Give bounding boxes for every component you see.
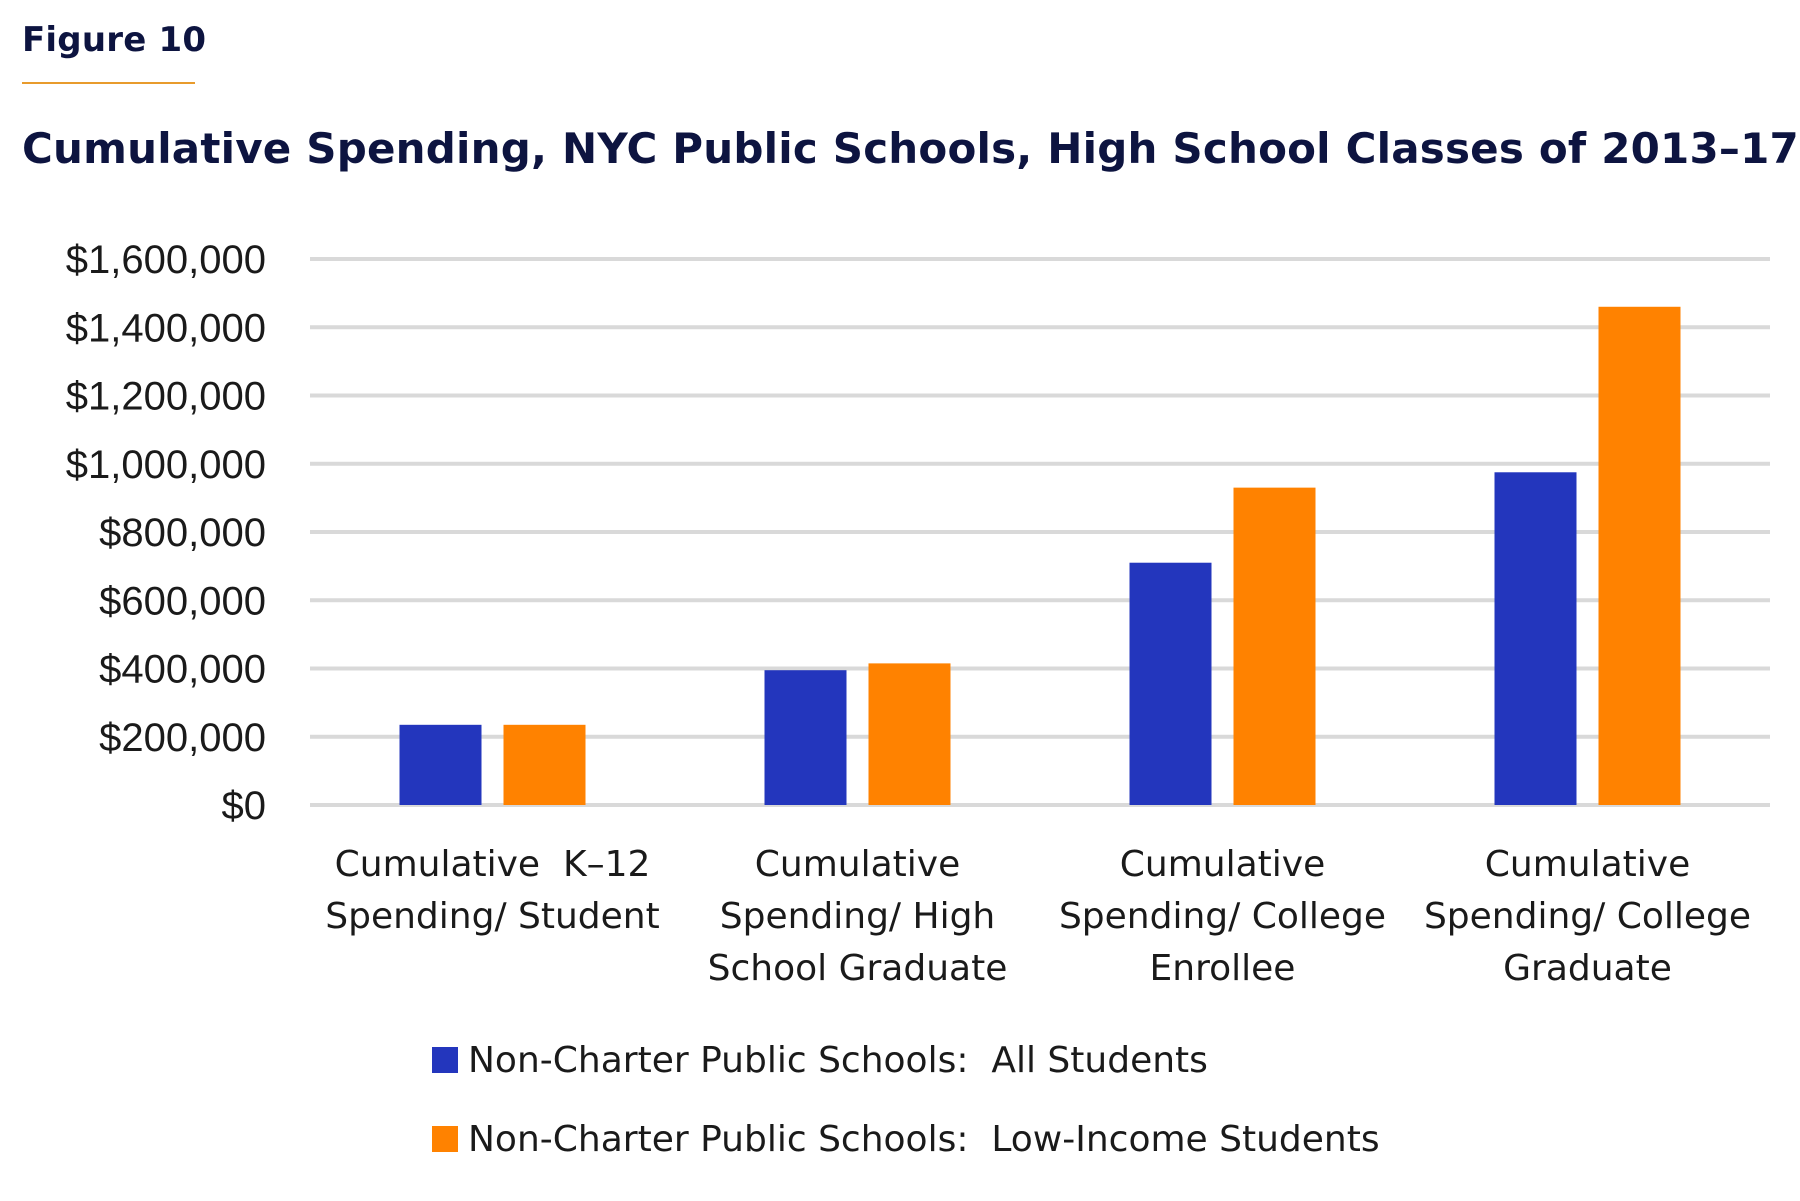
bar-all-students bbox=[399, 724, 482, 805]
x-category-label-line: Enrollee bbox=[1150, 948, 1296, 989]
legend-label-all-students: Non-Charter Public Schools: All Students bbox=[468, 1039, 1208, 1081]
y-tick-label: $1,600,000 bbox=[66, 238, 266, 282]
figure-label-underline bbox=[22, 82, 195, 84]
x-category-label-line: Cumulative bbox=[1120, 844, 1325, 885]
bar-all-students bbox=[1494, 472, 1577, 805]
legend: Non-Charter Public Schools: All Students… bbox=[432, 1030, 1380, 1188]
x-category-label-line: Graduate bbox=[1503, 948, 1672, 989]
bar-low-income bbox=[1233, 487, 1316, 805]
bar-low-income bbox=[868, 663, 951, 805]
y-tick-label: $200,000 bbox=[99, 716, 266, 760]
figure-label: Figure 10 bbox=[22, 20, 207, 60]
chart-title: Cumulative Spending, NYC Public Schools,… bbox=[22, 124, 1799, 173]
x-category-label-line: Spending/ College bbox=[1059, 896, 1386, 937]
legend-swatch-all-students bbox=[432, 1047, 458, 1073]
y-tick-label: $400,000 bbox=[99, 648, 266, 692]
bars bbox=[399, 306, 1681, 805]
y-tick-label: $1,200,000 bbox=[66, 375, 266, 419]
bar-all-students bbox=[1129, 562, 1212, 805]
y-tick-label: $600,000 bbox=[99, 579, 266, 623]
legend-item-low-income: Non-Charter Public Schools: Low-Income S… bbox=[432, 1109, 1380, 1169]
x-category-label: Cumulative Spending/ College Enrollee bbox=[1059, 844, 1386, 989]
y-tick-label: $1,400,000 bbox=[66, 306, 266, 350]
y-tick-label: $1,000,000 bbox=[66, 443, 266, 487]
x-category-label-line: School Graduate bbox=[708, 948, 1008, 989]
y-axis-tick-labels: $0 $200,000 $400,000 $600,000 $800,000 $1,000… bbox=[66, 238, 266, 828]
bar-low-income bbox=[1598, 306, 1681, 805]
legend-label-low-income: Non-Charter Public Schools: Low-Income S… bbox=[468, 1118, 1380, 1160]
x-category-label-line: Cumulative bbox=[755, 844, 960, 885]
x-category-label-line: Cumulative K–12 bbox=[335, 844, 651, 885]
y-tick-label: $800,000 bbox=[99, 511, 266, 555]
x-category-label-line: Spending/ Student bbox=[325, 896, 659, 937]
bar-low-income bbox=[503, 724, 586, 805]
bar-all-students bbox=[764, 670, 847, 805]
x-category-label: Cumulative Spending/ College Graduate bbox=[1424, 844, 1751, 989]
x-category-label-line: Cumulative bbox=[1485, 844, 1690, 885]
legend-swatch-low-income bbox=[432, 1126, 458, 1152]
x-category-label: Cumulative K–12 Spending/ Student bbox=[325, 844, 659, 937]
legend-item-all-students: Non-Charter Public Schools: All Students bbox=[432, 1030, 1380, 1090]
y-tick-label: $0 bbox=[222, 784, 267, 828]
x-category-label: Cumulative Spending/ High School Graduate bbox=[708, 844, 1008, 989]
x-category-label-line: Spending/ College bbox=[1424, 896, 1751, 937]
x-axis-category-labels: Cumulative K–12 Spending/ StudentCumulati… bbox=[325, 844, 1751, 989]
x-category-label-line: Spending/ High bbox=[720, 896, 996, 937]
